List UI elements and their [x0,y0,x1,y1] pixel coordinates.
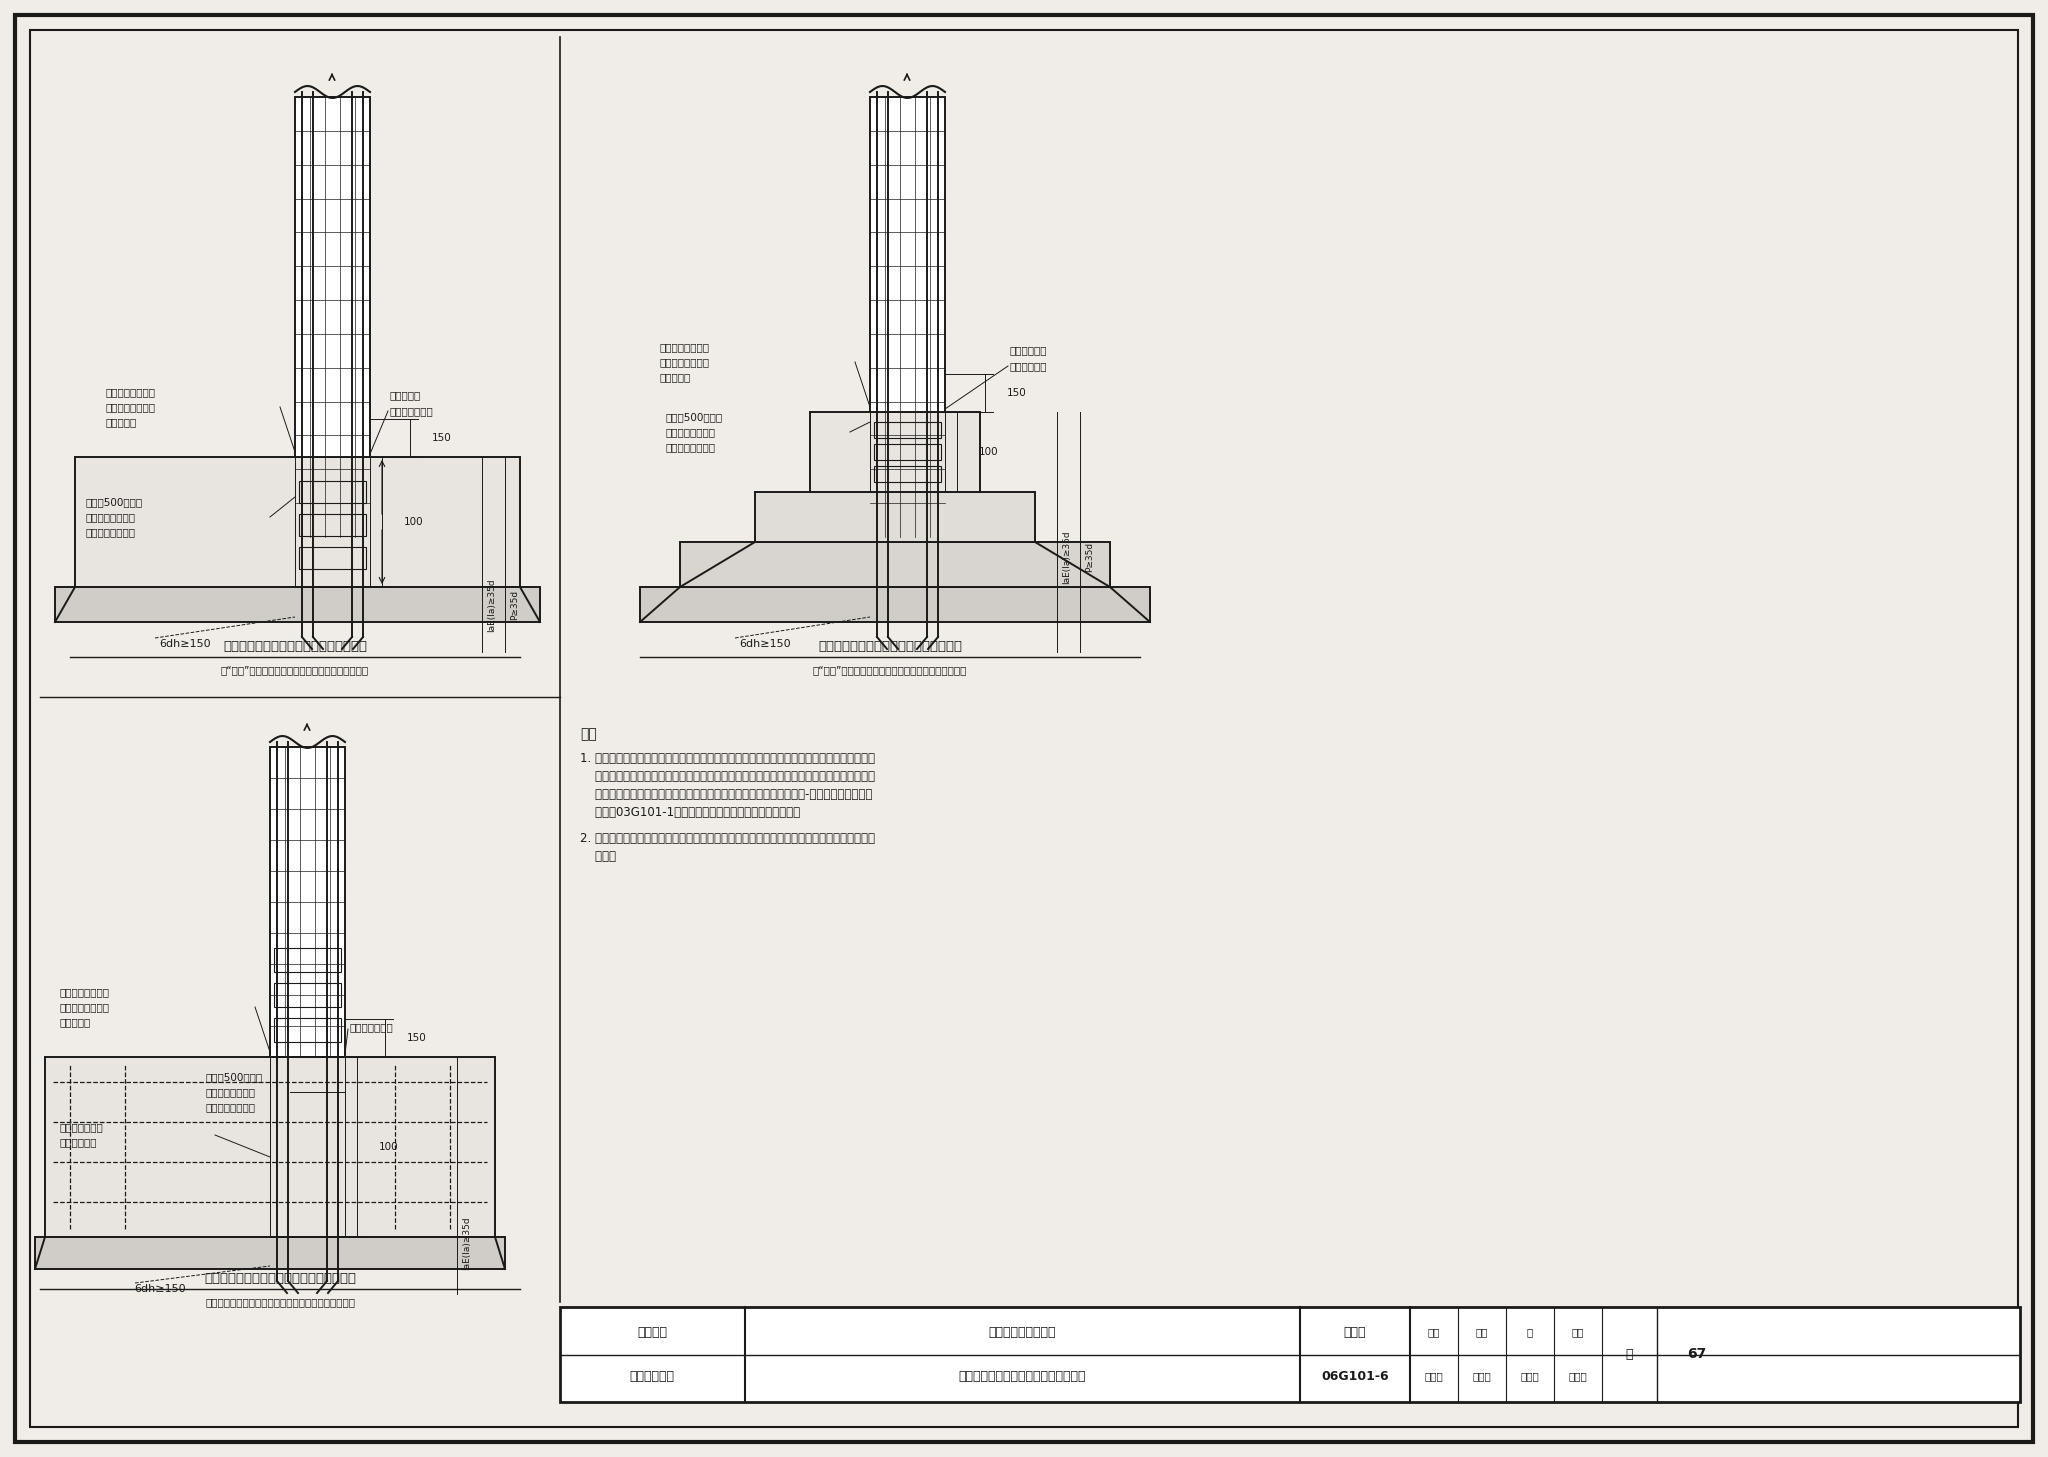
Bar [295,98,371,538]
Text: P≥35d: P≥35d [1085,542,1094,573]
Text: （粗虚线所示为基础梁底部与顶部纵筋和基础梁箍筋）: （粗虚线所示为基础梁底部与顶部纵筋和基础梁箍筋） [205,1297,354,1307]
Bar [299,514,367,536]
Text: 100: 100 [979,447,999,457]
Text: 的柱中纵纵筋: 的柱中纵纵筋 [59,1136,98,1147]
Text: 柱插筋在独立基础或独立承台的锚固构造: 柱插筋在独立基础或独立承台的锚固构造 [817,641,963,654]
Text: 第二部分: 第二部分 [637,1326,668,1339]
Text: 结构）03G101-1中关于上部结构底层框架柱的相关规定。: 结构）03G101-1中关于上部结构底层框架柱的相关规定。 [580,806,801,819]
Text: 100: 100 [403,517,424,527]
Text: 图集号: 图集号 [1343,1326,1366,1339]
Text: 另一侧插入梁内: 另一侧插入梁内 [59,1122,104,1132]
Text: 2. 本图所示柱插筋在条形基础梁非交叉部位的锚固构造，适用于柱插筋锚固在单根基础梁身的: 2. 本图所示柱插筋在条形基础梁非交叉部位的锚固构造，适用于柱插筋锚固在单根基础… [580,832,874,845]
Text: 柱插筋在条形基础梁非交叉部位的锚固构造: 柱插筋在条形基础梁非交叉部位的锚固构造 [205,1272,356,1285]
Text: 间距＜500，且不: 间距＜500，且不 [86,497,141,507]
Text: 页: 页 [1626,1348,1632,1361]
Text: 设计: 设计 [1571,1327,1585,1338]
Text: 6dh≥150: 6dh≥150 [135,1284,186,1294]
Text: 箍筋（非复合箍）: 箍筋（非复合箍） [666,441,715,452]
Text: 陈青来: 陈青来 [1569,1371,1587,1381]
Text: 06G101-6: 06G101-6 [1321,1370,1389,1383]
Text: 67: 67 [1688,1348,1706,1361]
Text: P≥35d: P≥35d [510,590,520,621]
Bar [680,542,1110,587]
Text: 详见本图注: 详见本图注 [659,372,692,382]
Bar [559,1307,2019,1402]
Text: （“（）”中的第三个锚长控制条件仅适用于承台梁）: （“（）”中的第三个锚长控制条件仅适用于承台梁） [221,664,369,675]
Bar [874,466,940,482]
Text: 详见本图注: 详见本图注 [59,1017,92,1027]
Text: 间距＜500，且不: 间距＜500，且不 [205,1072,262,1083]
Text: 承台梁顶面: 承台梁顶面 [389,390,422,401]
Text: 刘其祥: 刘其祥 [1473,1371,1491,1381]
Bar [811,412,981,492]
Text: 少于两道矩形封闭: 少于两道矩形封闭 [666,427,715,437]
Bar [756,492,1034,542]
Bar [870,98,944,538]
Text: 基础顶面以上纵筋: 基础顶面以上纵筋 [59,986,111,997]
Bar [274,949,342,972]
Text: 150: 150 [1008,388,1026,398]
Text: 条形基础梁顶面: 条形基础梁顶面 [350,1021,393,1032]
Text: 150: 150 [408,1033,426,1043]
Text: 柱插筋在独立基础、: 柱插筋在独立基础、 [989,1326,1057,1339]
Text: 与箍筋的构造要求: 与箍筋的构造要求 [59,1002,111,1013]
Bar [35,1237,506,1269]
Bar [274,1018,342,1042]
Text: 陈劲暘: 陈劲暘 [1425,1371,1444,1381]
Bar [870,412,944,492]
Text: 箍筋（非复合箍）: 箍筋（非复合箍） [205,1101,256,1112]
Bar [76,457,520,587]
Bar [299,481,367,503]
Text: 箍筋（非复合箍）: 箍筋（非复合箍） [86,527,135,538]
Text: 校对: 校对 [1477,1327,1489,1338]
Text: 标准构造详图: 标准构造详图 [629,1370,674,1383]
Text: 少于两道矩形封闭: 少于两道矩形封闭 [205,1087,256,1097]
Text: 体表示方法制图规则和构造详图》（现浇混凝土框架、剪力墙、框架-剪力墙、框支剪力墙: 体表示方法制图规则和构造详图》（现浇混凝土框架、剪力墙、框架-剪力墙、框支剪力墙 [580,788,872,801]
Text: 详见本图注: 详见本图注 [104,417,137,427]
Text: 柱插筋在条形基础梁或承台梁的锚固构造: 柱插筋在条形基础梁或承台梁的锚固构造 [223,641,367,654]
Text: 刘其镇: 刘其镇 [1520,1371,1540,1381]
Bar [270,1056,344,1237]
Text: 独立基础顶面: 独立基础顶面 [1010,361,1047,372]
Bar [639,587,1151,622]
Text: 100: 100 [379,1142,399,1152]
Text: 与箍筋的构造要求: 与箍筋的构造要求 [104,402,156,412]
Text: laE(la)≥35d: laE(la)≥35d [1063,530,1071,584]
Bar [274,983,342,1007]
Text: 基础顶面以上纵筋: 基础顶面以上纵筋 [659,342,711,353]
Text: laE(la)≥35d: laE(la)≥35d [487,578,496,632]
Text: 150: 150 [432,433,453,443]
Text: 基础顶面以上纵筋: 基础顶面以上纵筋 [104,388,156,396]
Bar [55,587,541,622]
Text: 情况。: 情况。 [580,849,616,863]
Bar [874,444,940,460]
Text: 条形基础、桩基承台的锚固构造（二）: 条形基础、桩基承台的锚固构造（二） [958,1370,1085,1383]
Text: 注：: 注： [580,727,596,742]
Bar [45,1056,496,1237]
Text: laE(la)≥35d: laE(la)≥35d [463,1217,471,1271]
Text: 造，以及抗震柱箍筋加密区的要求，可按现行国家建筑标准设计《混凝土结构施工图平面整: 造，以及抗震柱箍筋加密区的要求，可按现行国家建筑标准设计《混凝土结构施工图平面整 [580,769,874,782]
Text: 制: 制 [1528,1327,1534,1338]
Text: 条形基础梁顶面: 条形基础梁顶面 [389,407,434,417]
Text: 6dh≥150: 6dh≥150 [160,640,211,648]
Bar [299,546,367,570]
Text: 少于两道矩形封闭: 少于两道矩形封闭 [86,511,135,522]
Text: 间距＜500，且不: 间距＜500，且不 [666,412,723,423]
Text: （“（）”中的第三个锚长控制条件仅适用于独立承台）: （“（）”中的第三个锚长控制条件仅适用于独立承台） [813,664,967,675]
Text: 6dh≥150: 6dh≥150 [739,640,791,648]
Text: 审核: 审核 [1427,1327,1440,1338]
Bar [874,423,940,439]
Bar [270,747,344,1056]
Text: 与箍筋的构造要求: 与箍筋的构造要求 [659,357,711,367]
Text: 1. 当上部结构底层地面以下未设基础连梁时，抗震柱与非抗震柱在基础顶面以上的纵筋连接构: 1. 当上部结构底层地面以下未设基础连梁时，抗震柱与非抗震柱在基础顶面以上的纵筋… [580,752,874,765]
Text: 独立承台顶面: 独立承台顶面 [1010,345,1047,356]
Bar [295,457,371,587]
